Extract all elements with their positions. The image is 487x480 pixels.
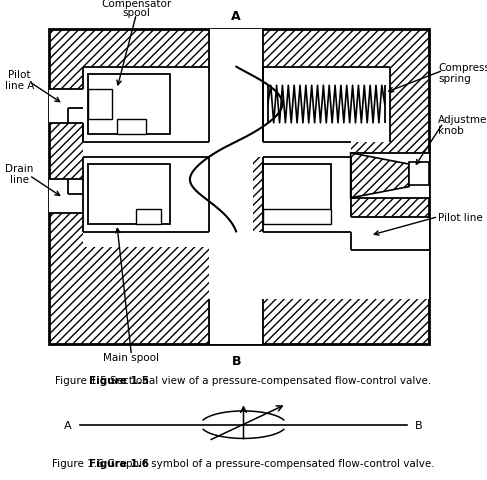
Text: B: B [415,420,423,430]
Text: knob: knob [438,126,464,136]
Text: A: A [64,420,72,430]
Text: line A: line A [5,81,34,91]
Bar [83,142,209,157]
Text: Figure 1.5: Figure 1.5 [89,376,149,385]
Text: Figure 1.6: Figure 1.6 [89,458,149,468]
Bar [263,142,351,157]
Bar [263,210,331,225]
Bar [49,180,83,214]
Bar [49,90,83,123]
Bar [49,30,429,345]
Bar [209,232,263,300]
Text: Adjustment: Adjustment [438,115,487,125]
Text: Drain: Drain [5,164,34,173]
Bar [136,210,161,225]
Text: Pilot: Pilot [8,70,31,80]
Bar [209,142,263,157]
Bar [263,232,429,300]
Bar [117,120,146,135]
Bar [263,157,351,232]
Bar [88,165,170,225]
Bar [83,232,209,247]
Text: B: B [231,354,241,367]
Bar [209,30,263,67]
Bar [83,67,253,142]
Bar [263,165,331,225]
Text: spool: spool [122,8,150,18]
Bar [88,75,170,135]
Polygon shape [351,154,409,198]
Text: spring: spring [438,73,471,84]
Bar [409,163,429,185]
Bar [209,67,263,157]
Bar [83,157,253,232]
Text: Pilot line B: Pilot line B [438,212,487,222]
Bar [88,90,112,120]
Text: Compression: Compression [438,62,487,72]
Text: Compensator: Compensator [101,0,171,9]
Bar [351,217,429,251]
Text: Main spool: Main spool [104,353,159,362]
Bar [209,300,263,345]
Text: A: A [231,10,241,23]
Bar [263,67,390,142]
Text: line: line [10,175,29,185]
Text: Figure 1.5 Sectional view of a pressure-compensated flow-control valve.: Figure 1.5 Sectional view of a pressure-… [56,376,431,385]
Text: Figure 1.6 Graphic symbol of a pressure-compensated flow-control valve.: Figure 1.6 Graphic symbol of a pressure-… [52,458,435,468]
Bar [351,154,429,198]
